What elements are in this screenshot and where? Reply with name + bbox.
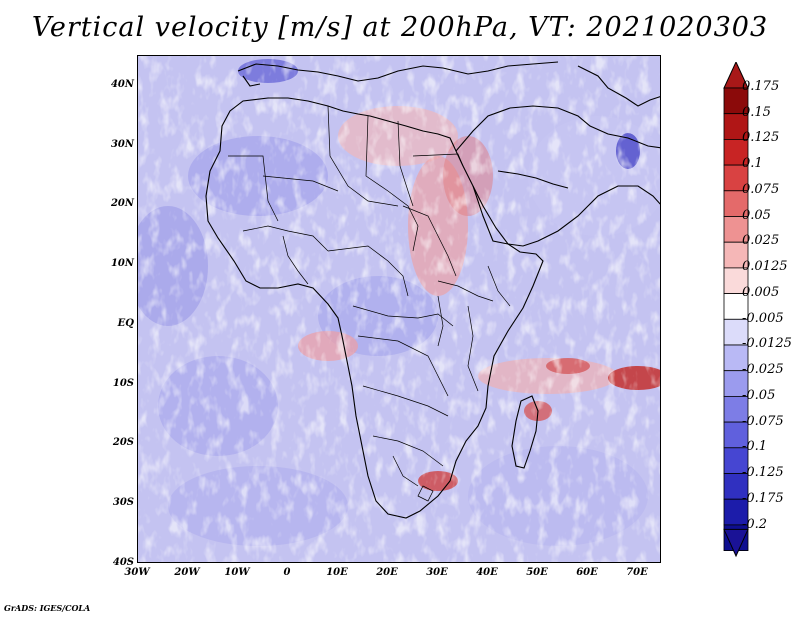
lat-label-10n: 10N xyxy=(110,258,134,269)
lon-label-70e: 70E xyxy=(626,567,648,578)
colorbar-label: -0.1 xyxy=(742,439,768,454)
colorbar-cell xyxy=(723,164,749,192)
colorbar-cell xyxy=(723,267,749,294)
colorbar-label: 0.05 xyxy=(742,208,771,223)
lon-label-50e: 50E xyxy=(526,567,548,578)
coastlines xyxy=(205,61,660,519)
lon-label-10e: 10E xyxy=(326,567,348,578)
lon-label-10w: 10W xyxy=(224,567,250,578)
chart-title: Vertical velocity [m/s] at 200hPa, VT: 2… xyxy=(31,12,769,43)
colorbar-min-arrow xyxy=(723,528,749,558)
colorbar-label: 0.15 xyxy=(742,105,771,120)
lon-label-30e: 30E xyxy=(426,567,448,578)
lon-label-20w: 20W xyxy=(174,567,200,578)
colorbar-cell xyxy=(723,447,749,474)
lon-label-40e: 40E xyxy=(476,567,498,578)
colorbar-label: 0.125 xyxy=(742,130,780,145)
colorbar-label: -0.025 xyxy=(742,362,784,377)
lat-label-20n: 20N xyxy=(110,198,134,209)
colorbar-label: 0.075 xyxy=(742,182,780,197)
colorbar-label: -0.05 xyxy=(742,388,776,403)
colorbar-label: -0.2 xyxy=(742,517,768,532)
colorbar-cell xyxy=(723,318,749,346)
lat-label-30n: 30N xyxy=(110,139,134,150)
country-borders xyxy=(228,105,511,502)
lon-label-20e: 20E xyxy=(376,567,398,578)
colorbar-cell xyxy=(723,190,749,217)
lat-label-eq: EQ xyxy=(117,318,134,329)
colorbar-cell xyxy=(723,113,749,140)
velocity-field-noise xyxy=(138,56,660,562)
colorbar-label: -0.075 xyxy=(742,414,784,429)
colorbar-label: 0.025 xyxy=(742,233,780,248)
lat-label-30s: 30S xyxy=(112,497,134,508)
colorbar-cell xyxy=(723,370,749,397)
lat-label-20s: 20S xyxy=(112,437,134,448)
lon-label-30w: 30W xyxy=(124,567,150,578)
colorbar xyxy=(723,62,749,558)
colorbar-cell xyxy=(723,87,749,115)
colorbar-label: -0.125 xyxy=(742,465,784,480)
colorbar-label: -0.005 xyxy=(742,311,784,326)
lon-label-60e: 60E xyxy=(576,567,598,578)
colorbar-label: -0.0125 xyxy=(742,336,792,351)
colorbar-label: 0.175 xyxy=(742,79,780,94)
grads-credit: GrADS: IGES/COLA xyxy=(4,603,91,613)
lon-label-0: 0 xyxy=(283,567,291,578)
colorbar-label: 0.0125 xyxy=(742,259,788,274)
lat-label-40n: 40N xyxy=(110,79,134,90)
colorbar-label: 0.005 xyxy=(742,285,780,300)
colorbar-label: 0.1 xyxy=(742,156,763,171)
colorbar-label: -0.175 xyxy=(742,491,784,506)
colorbar-cell xyxy=(723,344,749,372)
colorbar-cell xyxy=(723,139,749,166)
colorbar-cell xyxy=(723,421,749,449)
lat-label-40s: 40S xyxy=(112,557,134,568)
lat-label-10s: 10S xyxy=(112,378,134,389)
map-panel xyxy=(137,55,661,563)
colorbar-cell xyxy=(723,473,749,500)
colorbar-cell xyxy=(723,241,749,269)
